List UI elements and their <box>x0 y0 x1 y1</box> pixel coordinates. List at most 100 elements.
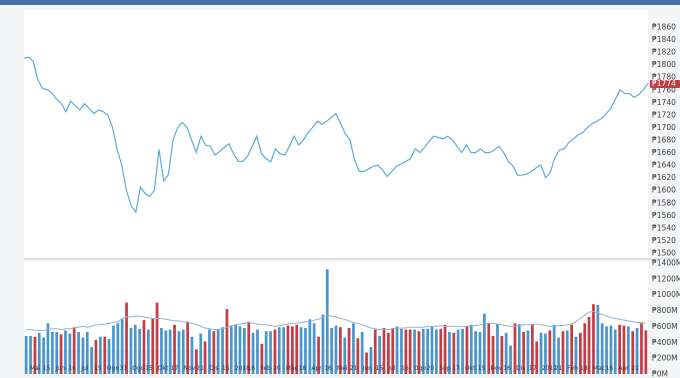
volume-bar <box>465 326 469 374</box>
volume-bar <box>456 329 460 374</box>
volume-bar <box>59 334 63 374</box>
volume-bar <box>68 333 72 374</box>
volume-bar <box>430 326 434 374</box>
volume-bar <box>291 326 294 374</box>
volume-bar <box>216 328 220 374</box>
volume-bar <box>491 335 495 374</box>
x-tick-label: 16 <box>606 365 614 372</box>
price-tick-label: ₱1640 <box>652 161 676 170</box>
volume-bar <box>531 324 534 374</box>
volume-bar <box>129 328 133 374</box>
x-tick-label: 17 <box>452 365 460 372</box>
volume-bar <box>138 328 142 374</box>
volume-bar <box>243 328 246 374</box>
x-tick-label: 20 <box>427 365 435 372</box>
volume-bar <box>365 352 368 374</box>
x-tick-label: 21 <box>350 365 358 372</box>
x-tick-label: Apr <box>311 365 322 372</box>
volume-bar <box>234 324 238 374</box>
x-tick-label: 15 <box>375 365 383 372</box>
volume-tick-label: ₱0M <box>652 370 668 378</box>
x-tick-label: 15 <box>94 365 102 372</box>
volume-bar <box>579 332 582 374</box>
volume-bar <box>487 323 491 374</box>
volume-bar <box>613 329 617 374</box>
x-tick-label: 21 <box>196 365 204 372</box>
volume-bar <box>517 324 521 374</box>
volume-bar <box>561 331 565 374</box>
volume-bar <box>548 330 552 374</box>
volume-bar <box>133 324 137 374</box>
volume-bar <box>387 332 390 374</box>
volume-bar <box>500 335 504 374</box>
volume-bar <box>421 328 425 374</box>
volume-bar <box>557 337 560 374</box>
x-tick-label: Feb <box>260 365 271 372</box>
volume-average-line <box>26 310 646 331</box>
x-tick-label: Jun <box>55 365 66 372</box>
x-tick-label: 2017 <box>542 365 557 372</box>
x-tick-label: Okt <box>158 365 169 372</box>
volume-bar <box>155 302 159 374</box>
volume-bar <box>112 325 115 374</box>
volume-bar <box>408 329 412 374</box>
volume-bar <box>42 337 46 374</box>
volume-tick-label: ₱1200M <box>652 274 680 283</box>
volume-bar <box>526 330 530 374</box>
volume-bar <box>64 330 67 374</box>
price-tick-label: ₱1840 <box>652 35 676 44</box>
volume-bar <box>116 323 120 374</box>
volume-bar <box>461 328 464 374</box>
volume-bar <box>339 327 342 374</box>
volume-bar <box>160 328 163 374</box>
x-tick-label: Mac <box>593 365 605 372</box>
volume-bar <box>574 336 578 374</box>
volume-bar <box>330 328 334 374</box>
volume-bar <box>107 339 111 374</box>
x-tick-label: 16 <box>248 365 256 372</box>
volume-bar <box>565 330 569 374</box>
volume-bar <box>583 323 587 374</box>
price-tick-label: ₱1540 <box>652 223 676 232</box>
volume-tick-label: ₱800M <box>652 306 678 315</box>
volume-bar <box>125 302 128 374</box>
volume-bar <box>229 326 233 374</box>
x-tick-label: Nov <box>184 365 196 372</box>
current-price-label: ₱1774 <box>652 79 676 88</box>
volume-bar <box>378 335 382 374</box>
volume-bar <box>373 329 377 374</box>
price-tick-label: ₱1760 <box>652 85 676 94</box>
volume-tick-label: ₱1400M <box>652 259 680 268</box>
x-tick-label: 15 <box>43 365 51 372</box>
price-tick-label: ₱1860 <box>652 23 676 32</box>
price-plot-area <box>24 10 648 258</box>
price-tick-label: ₱1720 <box>652 110 676 119</box>
volume-bar <box>308 319 312 374</box>
x-tick-label: 16 <box>324 365 332 372</box>
volume-bar <box>55 332 59 374</box>
volume-bar <box>147 329 150 374</box>
volume-bar <box>539 332 543 374</box>
volume-bar <box>256 329 259 374</box>
volume-bar <box>282 327 286 374</box>
volume-bar <box>299 327 303 374</box>
volume-bar <box>304 328 307 374</box>
volume-bar <box>535 341 539 374</box>
volume-bar <box>260 343 264 374</box>
top-bar <box>0 0 680 5</box>
x-tick-label: Dis <box>209 365 218 372</box>
volume-bar <box>400 328 403 374</box>
volume-bar <box>605 326 608 374</box>
volume-bar <box>417 331 421 374</box>
volume-bar <box>142 320 146 374</box>
volume-bar <box>317 336 320 374</box>
volume-bar <box>609 325 613 374</box>
volume-bar <box>435 329 438 374</box>
volume-bar <box>168 329 172 374</box>
volume-bar <box>29 335 32 374</box>
volume-bar <box>238 326 242 374</box>
volume-bar <box>360 332 364 374</box>
x-tick-label: 18 <box>299 365 307 372</box>
